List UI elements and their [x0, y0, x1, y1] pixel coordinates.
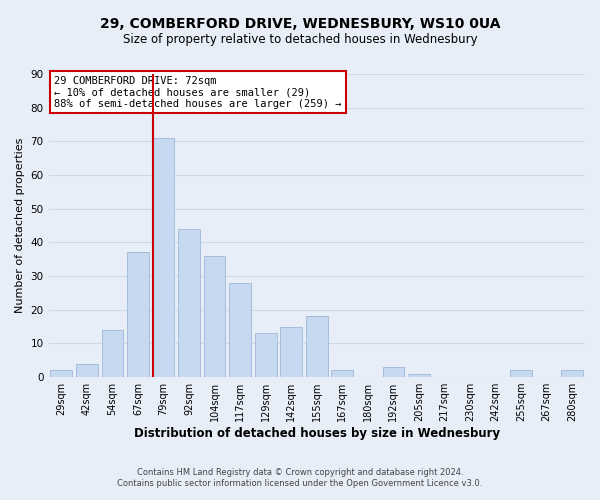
Bar [152, 138, 175, 377]
Bar [331, 370, 353, 377]
Bar [255, 334, 277, 377]
Text: 29, COMBERFORD DRIVE, WEDNESBURY, WS10 0UA: 29, COMBERFORD DRIVE, WEDNESBURY, WS10 0… [100, 18, 500, 32]
Bar [383, 367, 404, 377]
Bar [408, 374, 430, 377]
Bar [127, 252, 149, 377]
X-axis label: Distribution of detached houses by size in Wednesbury: Distribution of detached houses by size … [134, 427, 500, 440]
Bar [229, 283, 251, 377]
Text: Size of property relative to detached houses in Wednesbury: Size of property relative to detached ho… [122, 32, 478, 46]
Bar [204, 256, 226, 377]
Bar [178, 229, 200, 377]
Bar [50, 370, 72, 377]
Bar [306, 316, 328, 377]
Y-axis label: Number of detached properties: Number of detached properties [15, 138, 25, 313]
Text: Contains HM Land Registry data © Crown copyright and database right 2024.
Contai: Contains HM Land Registry data © Crown c… [118, 468, 482, 487]
Bar [101, 330, 123, 377]
Bar [280, 326, 302, 377]
Bar [562, 370, 583, 377]
Text: 29 COMBERFORD DRIVE: 72sqm
← 10% of detached houses are smaller (29)
88% of semi: 29 COMBERFORD DRIVE: 72sqm ← 10% of deta… [54, 76, 341, 108]
Bar [76, 364, 98, 377]
Bar [510, 370, 532, 377]
